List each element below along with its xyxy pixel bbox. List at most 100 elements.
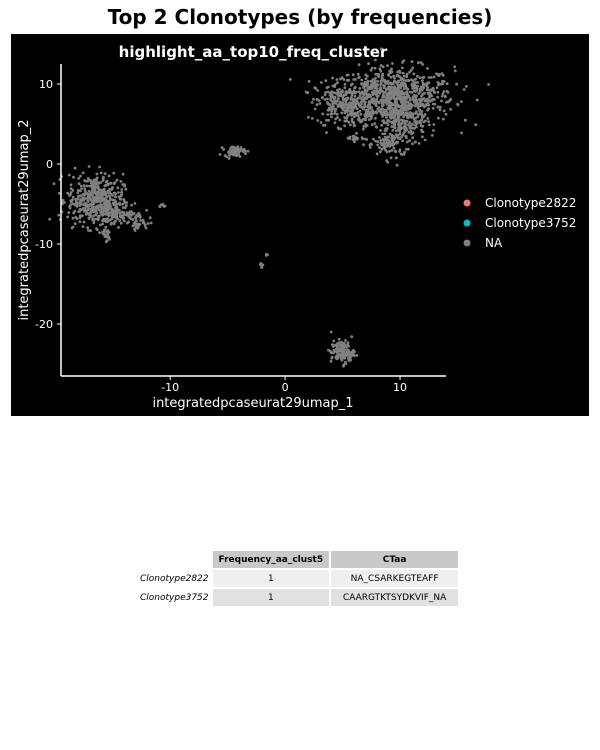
data-point [391,107,395,111]
data-point [359,97,362,100]
data-point [379,98,383,102]
data-point [96,200,99,204]
data-point [371,101,374,104]
data-point [405,140,409,144]
data-point [354,114,358,117]
data-point [426,67,429,70]
data-point [374,76,377,80]
data-point [411,97,415,101]
umap-plot-panel: highlight_aa_top10_freq_cluster -10 0 10 1… [11,34,589,416]
data-point [372,90,376,93]
data-point [453,69,457,73]
data-point [73,222,77,226]
data-point [335,78,339,81]
data-point [387,73,391,77]
data-point [330,90,333,94]
data-point [235,154,239,158]
data-point [354,103,358,106]
data-point [347,113,351,116]
data-point [376,90,380,93]
data-point [333,112,336,115]
data-point [121,206,125,210]
data-point [474,123,478,127]
data-point [81,171,85,175]
data-point [105,211,108,215]
data-point [349,97,353,101]
data-point [436,95,440,99]
data-point [99,211,103,215]
data-point [102,231,106,234]
data-point [134,216,138,220]
data-point [341,342,345,346]
data-point [385,137,388,141]
data-point [366,81,369,84]
data-point [419,61,423,64]
ctaa-cell: NA_CSARKEGTEAFF [331,570,459,587]
data-point [329,350,332,353]
data-point [343,111,347,115]
data-point [435,72,438,76]
data-point [332,339,336,343]
data-point [83,179,87,183]
data-point [107,204,110,208]
data-point [63,201,66,204]
data-point [427,123,431,127]
data-point [462,88,466,91]
data-point [393,123,397,127]
data-point [102,219,106,223]
data-point [368,112,372,116]
data-point [307,80,311,83]
data-point [433,91,436,94]
data-point [239,146,243,149]
data-point [416,106,420,109]
data-point [331,343,334,346]
y-axis-label: integratedpcaseurat29umap_2 [17,119,32,320]
data-point [121,172,125,176]
data-point [88,202,92,206]
data-point [138,215,142,219]
data-point [82,198,86,202]
data-point [370,66,374,70]
data-point [124,187,128,191]
data-point [99,171,103,175]
data-point [79,200,82,203]
data-point [78,216,82,220]
data-point [385,144,388,148]
y-tick-label: -20 [35,318,53,331]
data-point [381,132,385,136]
data-point [422,92,426,95]
data-point [102,199,106,202]
data-point [344,108,348,112]
data-point [350,110,354,114]
data-point [370,110,373,114]
table-header-row: Frequency_aa_clust5 CTaa [135,551,459,568]
data-point [394,103,397,107]
data-point [133,227,136,231]
data-point [415,86,419,89]
data-point [103,193,107,196]
data-point [115,209,119,213]
data-point [101,222,104,226]
data-point [345,79,349,82]
data-point [379,150,382,154]
data-point [362,143,365,147]
data-point [327,108,331,112]
data-point [399,123,402,127]
data-point [411,66,415,70]
data-point [377,75,381,78]
data-point [92,221,96,225]
data-point [379,129,382,132]
data-point [345,91,348,95]
data-point [96,215,100,218]
data-point [87,165,91,168]
data-point [148,216,152,220]
data-point [398,129,402,133]
data-point [89,179,93,183]
data-point [412,89,416,93]
data-point [348,137,352,140]
data-point [90,185,94,189]
data-point [370,117,373,120]
data-point [386,135,390,139]
data-point [365,84,368,87]
data-point [414,81,417,84]
